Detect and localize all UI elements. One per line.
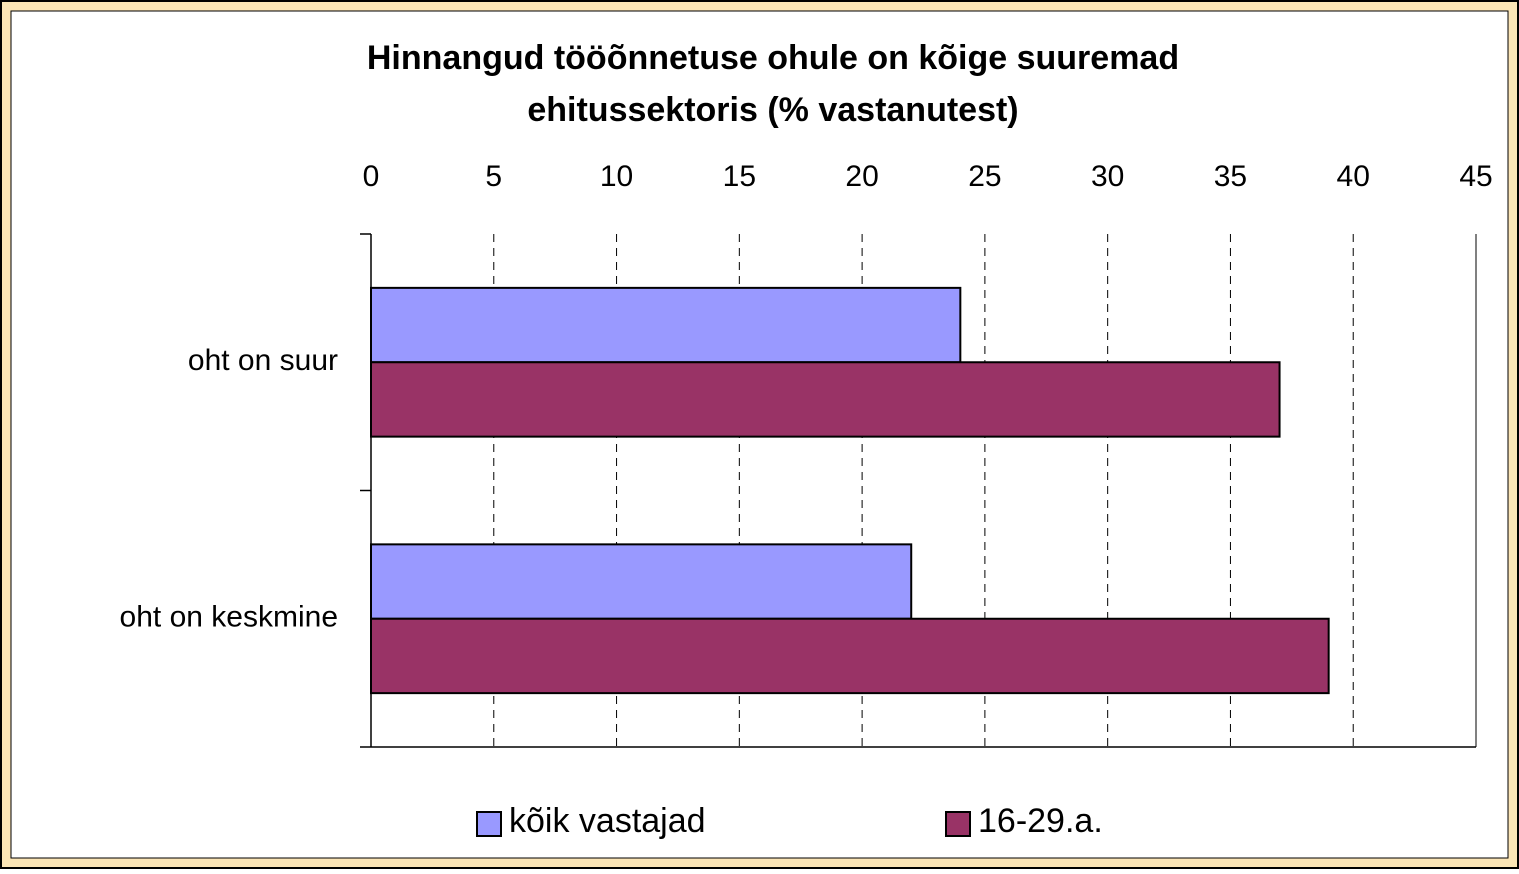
bar — [370, 286, 962, 364]
chart-title: ehitussektoris (% vastanutest) — [527, 91, 1018, 129]
x-tick-label: 30 — [1091, 160, 1124, 193]
bar — [370, 617, 1330, 695]
x-tick-label: 15 — [723, 160, 756, 193]
y-tick-label: oht on suur — [188, 344, 338, 377]
legend-swatch — [945, 811, 971, 837]
x-tick-label: 5 — [485, 160, 502, 193]
x-tick-label: 45 — [1459, 160, 1492, 193]
x-tick-label: 10 — [600, 160, 633, 193]
chart-title: Hinnangud tööõnnetuse ohule on kõige suu… — [367, 39, 1179, 77]
bar — [370, 361, 1281, 438]
x-tick-label: 20 — [845, 160, 878, 193]
legend-label: 16-29.a. — [978, 802, 1103, 840]
x-tick-label: 35 — [1214, 160, 1247, 193]
bar — [370, 543, 913, 620]
legend-label: kõik vastajad — [509, 802, 706, 840]
legend-swatch — [476, 811, 502, 837]
x-tick-label: 25 — [968, 160, 1001, 193]
x-tick-label: 40 — [1337, 160, 1370, 193]
x-tick-label: 0 — [363, 160, 380, 193]
y-tick-label: oht on keskmine — [120, 601, 338, 634]
